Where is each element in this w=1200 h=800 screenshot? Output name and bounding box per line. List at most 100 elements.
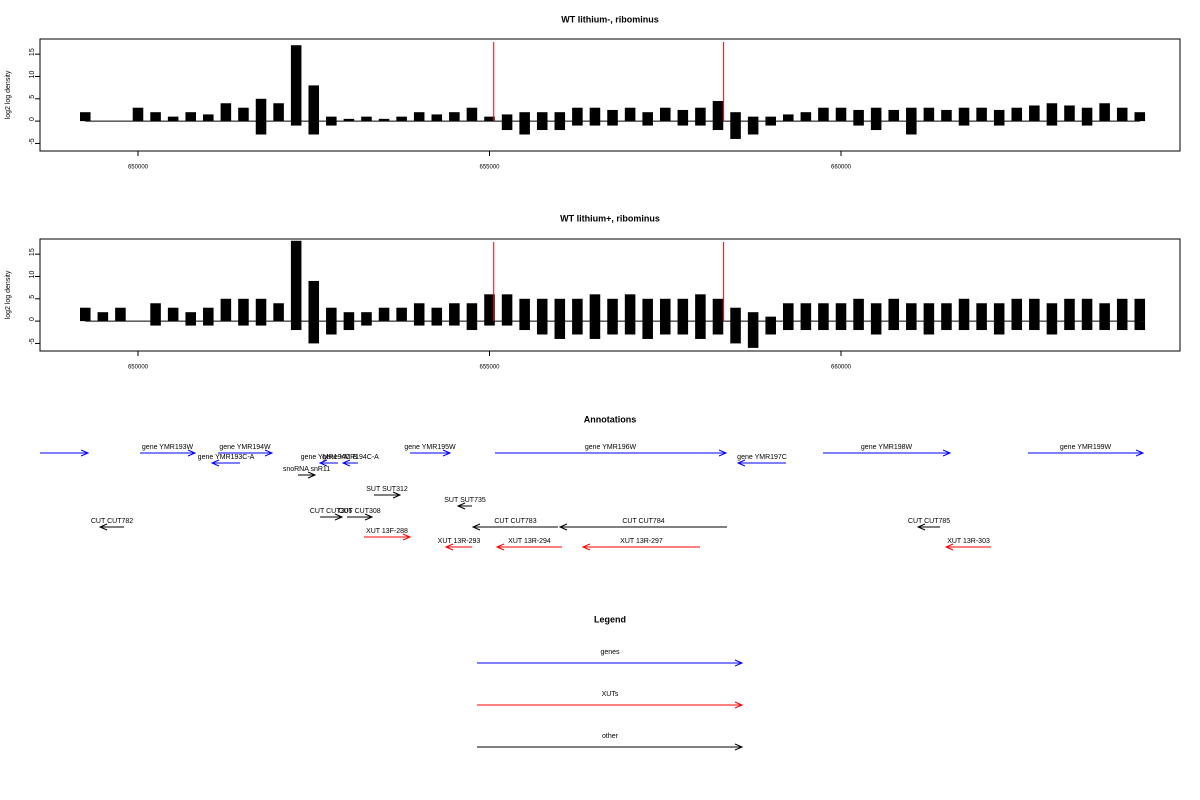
x-tick-label: 650000 [128, 165, 149, 171]
legend-title: Legend [594, 614, 626, 624]
coverage-bar [712, 298, 724, 322]
coverage-bar [695, 107, 706, 122]
coverage-bar [906, 107, 917, 122]
coverage-bar [695, 294, 706, 322]
coverage-bar [255, 98, 267, 122]
coverage-bar [203, 114, 214, 122]
coverage-bar [958, 107, 970, 122]
coverage-bar [818, 107, 829, 122]
arrow-head [364, 513, 374, 521]
coverage-bar [976, 303, 987, 322]
coverage-bar [747, 321, 759, 348]
coverage-bar [1011, 107, 1023, 122]
coverage-bar [589, 294, 601, 322]
y-tick-label: 5 [29, 95, 36, 99]
coverage-bar [80, 307, 91, 322]
coverage-bar [677, 321, 689, 335]
coverage-bar [607, 298, 618, 322]
coverage-bar [730, 321, 741, 344]
coverage-bar [747, 121, 759, 135]
y-tick-label: -5 [29, 338, 36, 344]
coverage-bar [589, 107, 601, 122]
arrow-head [718, 449, 728, 457]
coverage-bar [255, 298, 267, 322]
arrow-head [944, 543, 954, 551]
arrow-head [471, 523, 481, 531]
x-tick-label: 660000 [831, 365, 852, 371]
coverage-bar [519, 121, 530, 135]
coverage-bar [203, 321, 214, 326]
feature-label: SUT SUT735 [444, 497, 486, 504]
coverage-bar [993, 303, 1005, 322]
coverage-bar [572, 298, 583, 322]
coverage-bar [413, 303, 425, 322]
feature-arrow [944, 543, 992, 551]
coverage-bar [1134, 321, 1146, 331]
arrow-head [442, 449, 452, 457]
feature-label: CUT CUT783 [494, 518, 536, 525]
plot-frame [39, 38, 1181, 152]
coverage-bar [519, 321, 530, 331]
feature-arrow [558, 523, 727, 531]
coverage-bar [1064, 298, 1075, 322]
coverage-bar [642, 321, 653, 339]
coverage-bar [1081, 121, 1093, 126]
coverage-bar [97, 312, 109, 322]
y-tick-label: 10 [29, 70, 36, 78]
coverage-bar [466, 303, 478, 322]
coverage-bar [976, 107, 987, 122]
coverage-bar [185, 312, 196, 322]
coverage-bar [466, 107, 478, 122]
feature-label: CUT CUT785 [908, 518, 950, 525]
feature-arrow [916, 523, 941, 531]
coverage-bar [607, 121, 618, 126]
coverage-bar [783, 114, 794, 122]
coverage-bar [501, 294, 513, 322]
coverage-bar [1134, 298, 1146, 322]
feature-arrow [218, 449, 274, 457]
coverage-bar [1099, 103, 1110, 122]
coverage-bar [941, 303, 952, 322]
feature-label: XUT 13R-297 [620, 538, 663, 545]
arrow-head [558, 523, 568, 531]
coverage-bar [501, 121, 513, 131]
feature-label: XUT 13R-294 [508, 538, 551, 545]
coverage-bar [554, 121, 566, 131]
coverage-bar [484, 321, 495, 326]
coverage-bar [730, 112, 741, 122]
x-tick-label: 655000 [479, 365, 500, 371]
legend-label: genes [600, 649, 620, 656]
arrow-head [402, 533, 412, 541]
chart-title: WT lithium+, ribominus [560, 213, 660, 223]
coverage-bar [343, 321, 355, 331]
coverage-bar [519, 112, 530, 122]
coverage-bar [572, 321, 583, 335]
coverage-bar [449, 112, 460, 122]
coverage-bar [870, 121, 882, 131]
coverage-bar [941, 109, 952, 122]
feature-arrow [736, 459, 787, 467]
coverage-bar [712, 121, 724, 131]
arrow-head [734, 701, 744, 709]
legend-label: XUTs [602, 691, 619, 698]
coverage-bar [677, 298, 689, 322]
coverage-bar [888, 109, 900, 122]
coverage-bar [1081, 321, 1093, 331]
coverage-bar [888, 298, 900, 322]
arrow-head [264, 449, 274, 457]
feature-arrow [581, 543, 700, 551]
feature-label: XUT 13R-293 [438, 538, 481, 545]
coverage-bar [1099, 303, 1110, 322]
coverage-bar [132, 107, 144, 122]
coverage-bar [853, 298, 864, 322]
coverage-bar [220, 103, 232, 122]
coverage-bar [484, 116, 495, 122]
feature-label: gene YMR193W [142, 444, 194, 451]
arrow-head [334, 513, 344, 521]
y-tick-label: 15 [29, 48, 36, 56]
coverage-bar [747, 312, 759, 322]
feature-arrow [140, 449, 197, 457]
coverage-bar [449, 321, 460, 326]
coverage-bar [273, 303, 284, 322]
